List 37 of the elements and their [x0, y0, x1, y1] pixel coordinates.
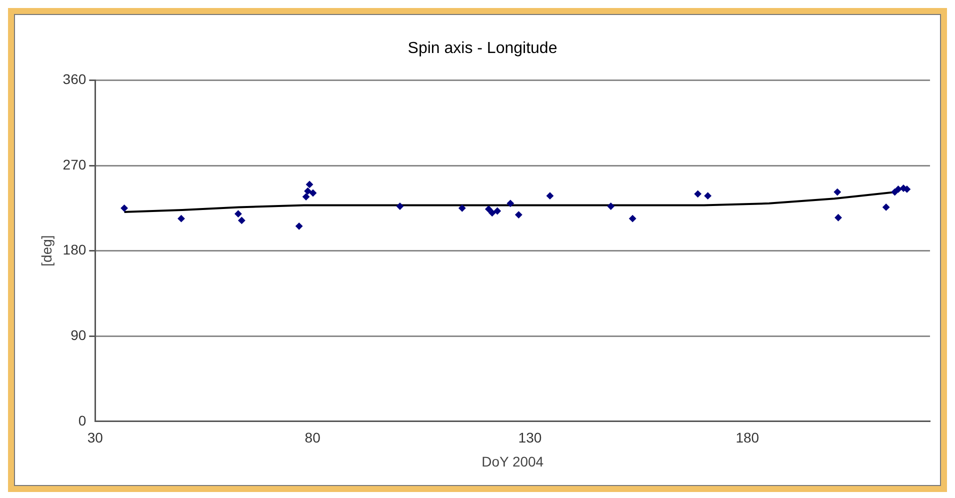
- y-tick-label: 270: [62, 156, 86, 172]
- x-tick-label: 30: [87, 430, 104, 446]
- point: [306, 180, 314, 188]
- y-tick-label: 0: [78, 412, 86, 428]
- point: [485, 206, 492, 213]
- point: [494, 207, 501, 214]
- point: [396, 202, 404, 210]
- y-tick-label: 90: [70, 326, 86, 343]
- point: [120, 204, 128, 212]
- point: [238, 216, 246, 224]
- point: [629, 215, 636, 222]
- point: [302, 193, 310, 200]
- y-axis-title: [deg]: [38, 235, 54, 266]
- x-tick-label: 180: [736, 430, 760, 446]
- point: [704, 192, 712, 200]
- point: [304, 188, 312, 195]
- x-axis-title: DoY 2004: [482, 453, 544, 470]
- chart-title: Spin axis - Longitude: [408, 40, 558, 58]
- point: [694, 190, 702, 198]
- point: [515, 211, 522, 218]
- point: [234, 210, 242, 218]
- point: [607, 202, 614, 210]
- point: [891, 188, 898, 196]
- point: [458, 204, 466, 212]
- y-tick-label: 360: [62, 71, 86, 88]
- point: [310, 189, 316, 196]
- point: [834, 214, 842, 222]
- point: [296, 222, 303, 230]
- point: [488, 209, 496, 216]
- point: [506, 200, 514, 207]
- x-tick-label: 130: [518, 430, 542, 446]
- point: [834, 188, 841, 196]
- y-tick-label: 180: [62, 242, 86, 258]
- point: [882, 204, 890, 211]
- x-tick-label: 80: [304, 430, 321, 446]
- point: [546, 192, 554, 200]
- point: [178, 215, 185, 222]
